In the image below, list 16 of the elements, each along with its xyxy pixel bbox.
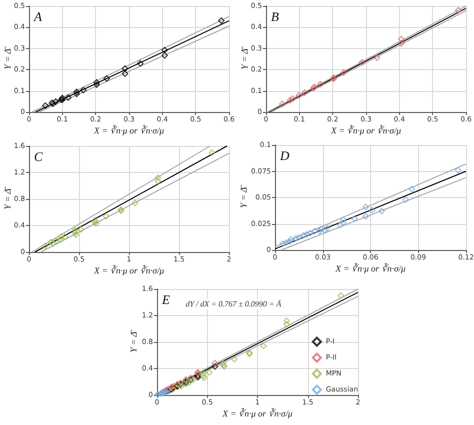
chart-title: D (279, 148, 290, 163)
chart-title: B (271, 9, 279, 24)
x-axis-title: X = ∛n·μ or ∛n·σ/μ (221, 408, 293, 418)
y-axis-title: Y = Δ̄ (238, 184, 248, 208)
x-axis-title: X = ∛n·μ or ∛n·σ/μ (330, 124, 402, 136)
y-axis-title: Y = Δ̄ (2, 46, 12, 70)
x-axis-title: X = ∛n·μ or ∛n·σ/μ (92, 124, 164, 136)
chart-title: E (161, 292, 170, 307)
x-axis-title: X = ∛n·μ or ∛n·σ/μ (92, 264, 164, 276)
annotation: dY / dX = 0.767 ± 0.0990 = Ā (186, 300, 282, 308)
chart-title: A (33, 9, 42, 24)
y-axis-title: Y = Δ̄ (2, 186, 12, 210)
chart-title: C (34, 149, 43, 164)
y-axis-title: Y = Δ̄ (128, 328, 138, 352)
x-axis-title: X = ∛n·μ or ∛n·σ/μ (334, 262, 406, 274)
y-axis-title: Y = Δ̄ (240, 46, 250, 70)
